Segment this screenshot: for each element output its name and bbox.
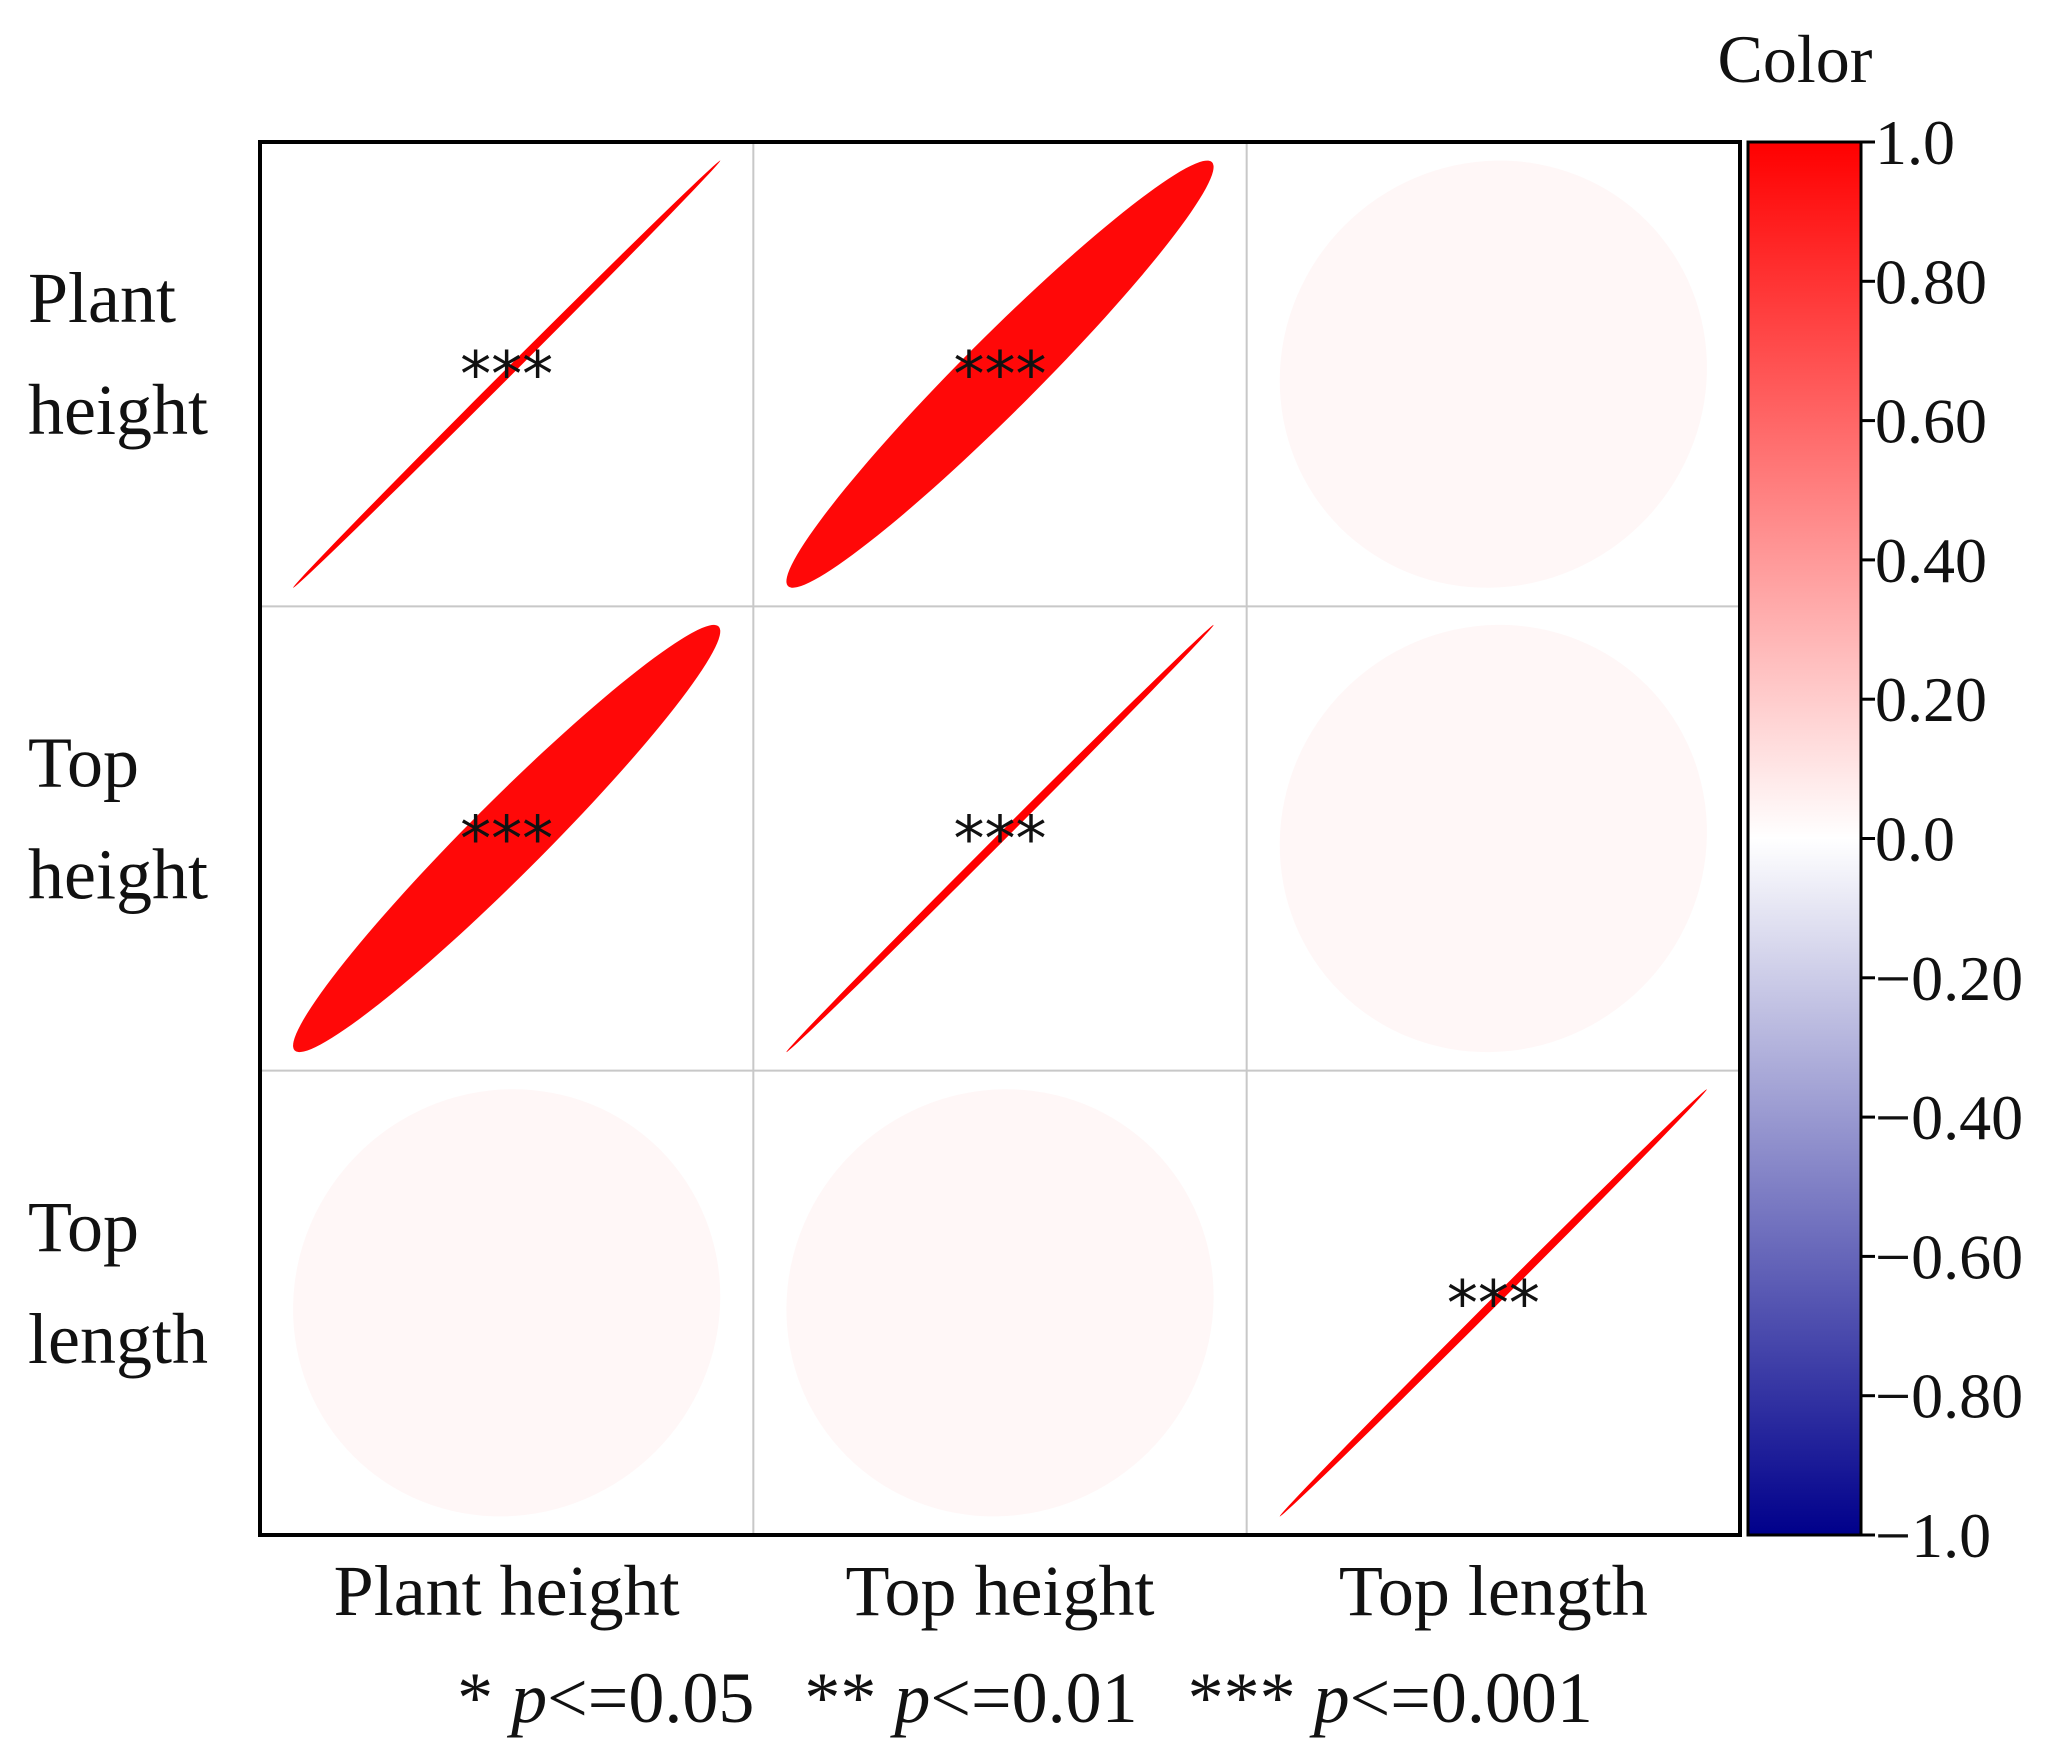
legend-threshold: <=0.01 bbox=[930, 1658, 1137, 1738]
colorbar-gradient bbox=[1746, 140, 1863, 1537]
cell-2-0 bbox=[293, 1089, 721, 1517]
significance-legend: * p<=0.05 ** p<=0.01 *** p<=0.001 bbox=[457, 1658, 1593, 1738]
column-labels: Plant height Top height Top length bbox=[334, 1551, 1648, 1631]
colorbar-tick-label: −0.40 bbox=[1875, 1082, 2023, 1153]
cell-0-2 bbox=[1279, 160, 1707, 588]
colorbar-tick-label: 0.60 bbox=[1875, 386, 1987, 457]
colorbar-tick-label: 0.20 bbox=[1875, 664, 1987, 735]
legend-stars: ** bbox=[804, 1658, 894, 1738]
colorbar: Color 1.0 0.80 0.60 0.40 0.20 0.0 −0.20 −0.40 −0… bbox=[1718, 21, 2024, 1571]
colorbar-tick-label: 1.0 bbox=[1875, 107, 1955, 178]
legend-p-symbol: p bbox=[506, 1658, 547, 1738]
row-label-line: length bbox=[28, 1299, 208, 1379]
correlation-cells: *** *** *** *** *** bbox=[293, 160, 1707, 1517]
grid-lines bbox=[260, 142, 1740, 1535]
plot-frame bbox=[258, 140, 1742, 1537]
significance-mark: *** bbox=[954, 338, 1047, 411]
correlation-ellipse bbox=[1279, 160, 1707, 588]
colorbar-tick-label: −0.80 bbox=[1875, 1361, 2023, 1432]
correlation-ellipse bbox=[293, 160, 721, 588]
colorbar-tick-label: −0.20 bbox=[1875, 943, 2023, 1014]
correlation-ellipse bbox=[786, 1089, 1214, 1517]
legend-threshold: <=0.001 bbox=[1350, 1658, 1593, 1738]
cell-2-1 bbox=[786, 1089, 1214, 1517]
column-label: Plant height bbox=[334, 1551, 680, 1631]
correlation-ellipse bbox=[293, 1089, 721, 1517]
legend-p-symbol: p bbox=[1309, 1658, 1350, 1738]
row-label-line: Plant bbox=[28, 258, 176, 338]
row-label-line: Top bbox=[28, 723, 139, 803]
row-label: Top height bbox=[28, 723, 208, 915]
correlation-ellipse bbox=[786, 624, 1214, 1053]
column-label: Top length bbox=[1339, 1551, 1648, 1631]
colorbar-title: Color bbox=[1718, 21, 1873, 97]
row-label-line: Top bbox=[28, 1187, 139, 1267]
row-label: Top length bbox=[28, 1187, 208, 1379]
significance-mark: *** bbox=[954, 803, 1047, 876]
correlation-ellipse bbox=[1279, 624, 1707, 1053]
cell-0-1: *** bbox=[786, 160, 1214, 588]
colorbar-tick-label: −0.60 bbox=[1875, 1221, 2023, 1292]
row-label: Plant height bbox=[28, 258, 208, 450]
cell-1-0: *** bbox=[293, 624, 721, 1053]
cell-0-0: *** bbox=[293, 160, 721, 588]
colorbar-tick-label: 0.80 bbox=[1875, 246, 1987, 317]
legend-threshold: <=0.05 bbox=[547, 1658, 754, 1738]
correlation-ellipse bbox=[293, 624, 721, 1053]
row-label-line: height bbox=[28, 370, 208, 450]
legend-text: * p<=0.05 ** p<=0.01 *** p<=0.001 bbox=[457, 1658, 1593, 1738]
legend-stars: * bbox=[457, 1658, 511, 1738]
colorbar-tick-label: 0.40 bbox=[1875, 525, 1987, 596]
row-label-line: height bbox=[28, 835, 208, 915]
colorbar-tick-label: −1.0 bbox=[1875, 1500, 1991, 1571]
row-labels: Plant height Top height Top length bbox=[28, 258, 208, 1379]
cell-1-1: *** bbox=[786, 624, 1214, 1053]
column-label: Top height bbox=[846, 1551, 1155, 1631]
correlation-ellipse bbox=[786, 160, 1214, 588]
cell-2-2: *** bbox=[1279, 1089, 1707, 1517]
significance-mark: *** bbox=[460, 338, 553, 411]
legend-p-symbol: p bbox=[889, 1658, 930, 1738]
cell-1-2 bbox=[1279, 624, 1707, 1053]
colorbar-tick-label: 0.0 bbox=[1875, 804, 1955, 875]
legend-stars: *** bbox=[1188, 1658, 1314, 1738]
significance-mark: *** bbox=[460, 803, 553, 876]
significance-mark: *** bbox=[1447, 1267, 1540, 1340]
correlation-ellipse bbox=[1279, 1089, 1707, 1517]
